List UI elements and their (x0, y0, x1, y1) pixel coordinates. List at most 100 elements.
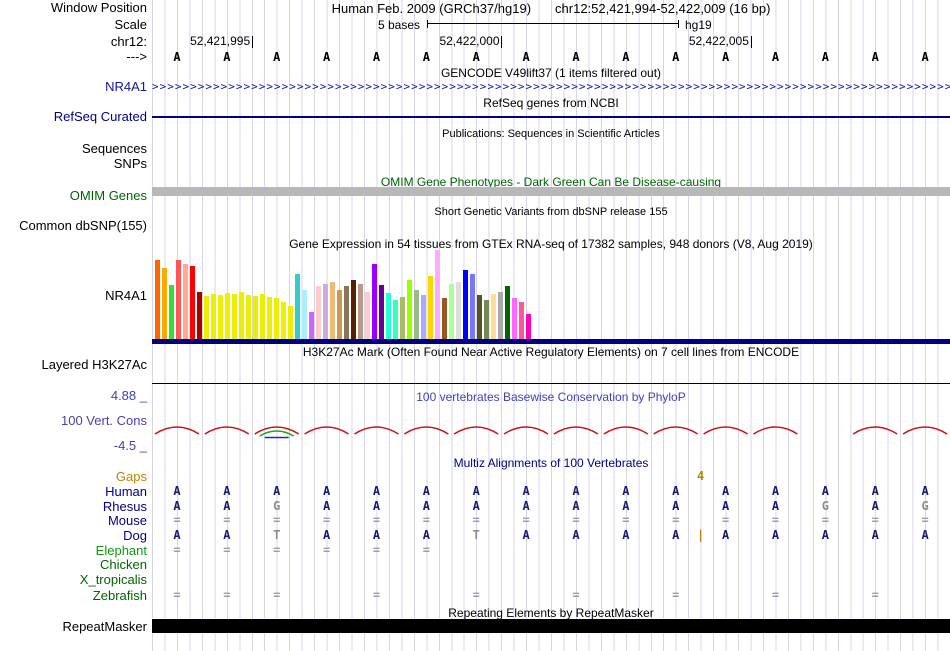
gtex-bar (358, 284, 363, 340)
track-label-dog[interactable]: Dog (123, 528, 147, 543)
gtex-bar (449, 284, 454, 340)
gtex-bar (526, 314, 531, 340)
gtex-bar (428, 276, 433, 340)
gtex-bar (407, 280, 412, 340)
gtex-expression-chart[interactable] (152, 250, 950, 340)
align-base: = (372, 588, 381, 602)
align-base: = (322, 513, 331, 527)
align-base: A (572, 484, 580, 498)
align-base: = (472, 588, 480, 602)
align-base: = (572, 588, 580, 602)
h3k27ac-signal-baseline[interactable] (152, 383, 950, 384)
align-base: = (522, 513, 530, 527)
align-base: = (572, 513, 580, 527)
sequence-base: A (821, 50, 829, 64)
multiz-track-title: Multiz Alignments of 100 Vertebrates (453, 456, 649, 470)
gtex-gene-model[interactable] (152, 339, 950, 344)
track-label-mouse[interactable]: Mouse (107, 513, 147, 528)
align-base: A (672, 484, 680, 498)
align-base: A (871, 528, 879, 542)
gtex-bar (372, 264, 377, 340)
gtex-bar (519, 302, 524, 340)
conservation-plot (154, 426, 948, 439)
align-base: A (472, 499, 480, 513)
gtex-bar (505, 286, 510, 340)
align-base: A (322, 484, 331, 498)
align-base: T (472, 528, 480, 542)
gtex-bar (211, 294, 216, 340)
align-base: A (522, 528, 530, 542)
phylop-max-value: 4.88 _ (110, 388, 147, 403)
track-label-gencode-nr4a1[interactable]: NR4A1 (105, 79, 147, 94)
gencode-gene-arrows[interactable]: >>>>>>>>>>>>>>>>>>>>>>>>>>>>>>>>>>>>>>>>… (152, 80, 950, 93)
align-base: A (223, 528, 231, 542)
align-base: A (622, 499, 630, 513)
align-base: A (422, 499, 430, 513)
sequence-base: A (921, 50, 929, 64)
align-base: A (821, 484, 829, 498)
gtex-bar (246, 295, 251, 340)
gtex-bar (309, 312, 314, 340)
gtex-bar (484, 300, 489, 340)
gtex-track-title: Gene Expression in 54 tissues from GTEx … (289, 237, 813, 251)
repeatmasker-bar[interactable] (152, 619, 950, 633)
track-label-gtex-nr4a1[interactable]: NR4A1 (105, 288, 147, 303)
sequence-base: A (372, 50, 381, 64)
track-label-repeatmasker[interactable]: RepeatMasker (62, 619, 147, 634)
align-base: A (173, 484, 181, 498)
ruler-coordinate: 52,422,005 (688, 34, 749, 48)
browser-tracks-image[interactable]: Human Feb. 2009 (GRCh37/hg19) chr12:52,42… (152, 0, 950, 651)
phylop-track-title: 100 vertebrates Basewise Conservation by… (416, 390, 686, 404)
align-base: = (472, 513, 480, 527)
track-label-sequences[interactable]: Sequences (81, 141, 147, 156)
gtex-bar (169, 285, 174, 340)
refseq-gene-line[interactable] (152, 116, 950, 118)
scale-bar (427, 20, 679, 28)
refseq-track-title: RefSeq genes from NCBI (483, 96, 619, 110)
align-base: = (273, 513, 281, 527)
track-label-100-vert-cons[interactable]: 100 Vert. Cons (61, 413, 147, 428)
align-base: A (322, 499, 331, 513)
track-label-zebrafish[interactable]: Zebrafish (92, 588, 147, 603)
align-base: = (372, 513, 381, 527)
gtex-bar (365, 292, 370, 340)
align-base: A (622, 484, 630, 498)
align-base: = (223, 513, 231, 527)
sequence-base: A (522, 50, 530, 64)
align-base: A (721, 499, 730, 513)
track-label-rhesus[interactable]: Rhesus (102, 499, 147, 514)
align-base: A (422, 528, 430, 542)
gtex-bar (330, 282, 335, 340)
align-base: A (622, 528, 630, 542)
gtex-bar (260, 294, 265, 340)
align-base: = (672, 588, 680, 602)
align-base: A (322, 528, 331, 542)
track-label-elephant[interactable]: Elephant (95, 543, 147, 558)
window-position-line: Human Feb. 2009 (GRCh37/hg19) chr12:52,42… (152, 1, 950, 16)
track-label-omim-genes[interactable]: OMIM Genes (69, 188, 147, 203)
track-label-human[interactable]: Human (105, 484, 147, 499)
track-label-refseq-curated[interactable]: RefSeq Curated (53, 109, 147, 124)
gtex-bar (162, 268, 167, 340)
track-label-gaps[interactable]: Gaps (115, 469, 147, 484)
align-base: G (921, 499, 929, 513)
omim-gene-bar[interactable] (152, 187, 950, 196)
track-label-layered-h3k27ac[interactable]: Layered H3K27Ac (41, 357, 147, 372)
window-position-label: Window Position (50, 0, 147, 15)
align-base: A (672, 499, 680, 513)
track-label-common-dbsnp[interactable]: Common dbSNP(155) (19, 218, 147, 233)
gtex-bar (344, 286, 349, 340)
alignment-gap-count: 4 (697, 469, 705, 483)
align-base: = (372, 543, 381, 557)
gtex-bar (190, 266, 195, 340)
gtex-bar (463, 270, 468, 340)
align-base: A (273, 484, 281, 498)
track-labels-panel: Window Position Scale chr12: ---> NR4A1 … (0, 0, 152, 651)
track-label-chicken[interactable]: Chicken (100, 557, 147, 572)
align-base: A (921, 484, 929, 498)
align-base: A (472, 484, 480, 498)
gtex-bar (225, 293, 230, 340)
track-label-x-tropicalis[interactable]: X_tropicalis (79, 572, 147, 587)
sequence-base: A (622, 50, 630, 64)
track-label-snps[interactable]: SNPs (113, 156, 147, 171)
